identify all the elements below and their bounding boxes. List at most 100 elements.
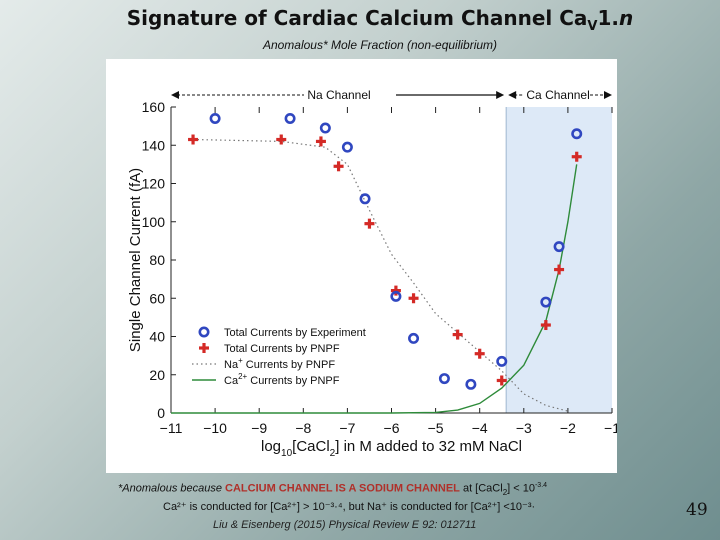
- legend-marker-experiment: [198, 326, 210, 338]
- footnote: *Anomalous because CALCIUM CHANNEL IS A …: [118, 479, 547, 514]
- x-tick-label: −7: [339, 420, 355, 436]
- cross-bar-v: [557, 264, 561, 275]
- cross-bar-v: [411, 293, 416, 304]
- experiment-point: [408, 332, 420, 344]
- legend-label-part: 2+: [238, 372, 247, 381]
- experiment-point: [341, 141, 353, 153]
- cross-bar-v: [394, 285, 398, 296]
- cross-bar-v: [336, 161, 341, 172]
- x-tick-label: −1: [604, 420, 617, 436]
- legend-label-part: Ca: [224, 375, 239, 387]
- na-arrow-left-head: [171, 91, 179, 99]
- x-axis-title-part: ] in M added to 32 mM NaCl: [335, 438, 522, 455]
- experiment-point: [390, 290, 402, 302]
- cross-bar-v: [544, 320, 548, 331]
- cross-bar-v: [575, 151, 579, 162]
- y-tick-label: 160: [142, 99, 166, 115]
- pnpf-point: [333, 161, 344, 172]
- pnpf-point: [554, 264, 565, 275]
- cross-bar-v: [367, 218, 372, 229]
- cross-bar-v: [279, 134, 283, 145]
- pnpf-point: [540, 320, 551, 331]
- footnote-line-2: Ca²⁺ is conducted for [Ca²⁺] > 10⁻³·⁴, b…: [163, 500, 536, 513]
- experiment-point: [553, 241, 565, 253]
- scatter-chart: 0 20 40 60 80 100 120 140 160 −11 −10 −9 −8 −7 −6 −5 −4 −…: [127, 88, 617, 459]
- legend-label-pnpf: Total Currents by PNPF: [224, 343, 340, 355]
- slide-subtitle: Anomalous* Mole Fraction (non-equilibriu…: [262, 38, 498, 52]
- x-tick-label: −10: [203, 420, 227, 436]
- experiment-point: [319, 122, 331, 134]
- experiment-point: [438, 373, 450, 385]
- x-axis-title: log10[CaCl2] in M added to 32 mM NaCl: [261, 438, 522, 459]
- citation: Liu & Eisenberg (2015) Physical Review E…: [213, 519, 477, 531]
- experiment-point: [209, 112, 221, 124]
- na-channel-label: Na Channel: [307, 88, 370, 102]
- footnote-caps: CALCIUM CHANNEL IS A SODIUM CHANNEL: [225, 482, 460, 495]
- x-tick-label: −6: [384, 420, 400, 436]
- legend-label-part: Currents by PNPF: [243, 359, 336, 371]
- x-tick-label: −4: [472, 420, 488, 436]
- title-subscript: V: [587, 19, 598, 34]
- footnote-anomalous: *Anomalous because: [118, 482, 226, 495]
- footnote-at-cacl: at [CaCl: [459, 482, 503, 495]
- footnote-line-1: *Anomalous because CALCIUM CHANNEL IS A …: [118, 482, 548, 497]
- cross-bar-v: [202, 343, 206, 353]
- x-tick-label: −8: [295, 420, 311, 436]
- x-axis-title-part: log: [261, 438, 281, 455]
- title-main: Signature of Cardiac Calcium Channel Ca: [126, 6, 588, 30]
- y-tick-label: 80: [149, 252, 165, 268]
- legend-label-experiment: Total Currents by Experiment: [224, 327, 366, 339]
- experiment-point: [571, 128, 583, 140]
- slide-title: Signature of Cardiac Calcium Channel CaV…: [0, 6, 720, 34]
- pnpf-point: [474, 348, 485, 359]
- pnpf-point: [188, 134, 199, 145]
- cross-bar-v: [478, 348, 482, 359]
- pnpf-point: [571, 151, 582, 162]
- legend-marker-pnpf: [199, 343, 209, 353]
- footnote-exponent: -3.4: [534, 482, 548, 489]
- ca-currents-pnpf-line: [171, 164, 578, 414]
- pnpf-point: [364, 218, 375, 229]
- ca-arrow-left-head: [508, 91, 517, 99]
- pnpf-point: [315, 136, 326, 147]
- cross-bar-v: [319, 136, 323, 147]
- cross-bar-v: [191, 134, 195, 145]
- x-axis-title-part: 10: [281, 448, 293, 459]
- experiment-point: [496, 355, 508, 367]
- legend-label-part: +: [238, 356, 243, 365]
- ca-region-shade: [506, 107, 612, 413]
- pnpf-point: [408, 293, 419, 304]
- page-number: 49: [686, 500, 708, 520]
- y-tick-label: 40: [149, 329, 165, 345]
- pnpf-point: [390, 285, 401, 296]
- y-axis-title: Single Channel Current (fA): [127, 168, 144, 352]
- chart-panel: 0 20 40 60 80 100 120 140 160 −11 −10 −9 −8 −7 −6 −5 −4 −…: [106, 59, 617, 473]
- legend-label-part: Na: [224, 359, 239, 371]
- x-axis-title-part: [CaCl: [292, 438, 330, 455]
- experiment-point: [359, 193, 371, 205]
- y-tick-label: 20: [149, 367, 165, 383]
- na-currents-pnpf-line: [192, 138, 569, 412]
- y-tick-label: 0: [157, 405, 165, 421]
- x-tick-label: −5: [428, 420, 444, 436]
- x-tick-label: −11: [160, 420, 183, 436]
- y-tick-label: 120: [142, 176, 166, 192]
- ca-arrow-right-head: [604, 91, 612, 99]
- y-tick-label: 60: [149, 290, 165, 306]
- pnpf-point: [276, 134, 287, 145]
- y-tick-label: 140: [142, 137, 166, 153]
- pnpf-point: [452, 329, 463, 340]
- legend-label-na: Na+ Currents by PNPF: [224, 356, 335, 371]
- legend-label-part: Currents by PNPF: [247, 375, 340, 387]
- cross-bar-v: [500, 375, 504, 386]
- legend-label-ca: Ca2+ Currents by PNPF: [224, 372, 340, 387]
- experiment-point: [284, 112, 296, 124]
- x-tick-label: −9: [251, 420, 267, 436]
- y-tick-label: 100: [142, 214, 166, 230]
- ca-channel-label: Ca Channel: [526, 88, 589, 102]
- x-tick-label: −2: [560, 420, 576, 436]
- cross-bar-v: [456, 329, 460, 340]
- experiment-point: [540, 296, 552, 308]
- title-italic-n: n: [618, 6, 634, 30]
- footnote-threshold: ] < 10: [507, 482, 535, 495]
